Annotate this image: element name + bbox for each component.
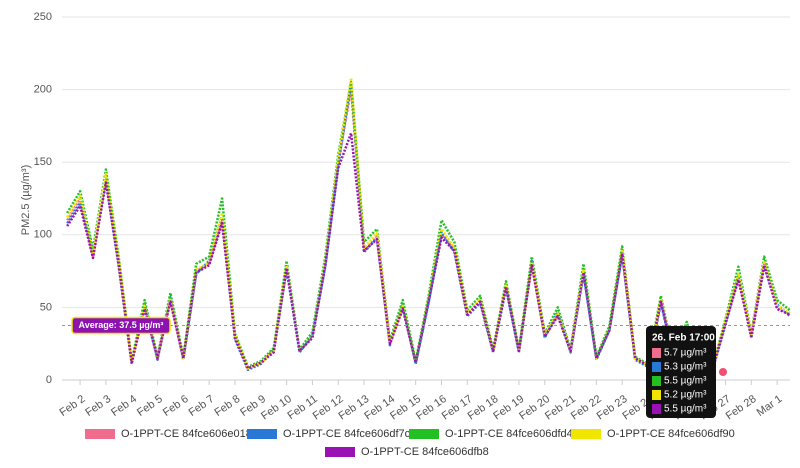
x-tick-label: Feb 6 xyxy=(161,393,191,419)
legend-swatch xyxy=(247,429,277,439)
tooltip-value: 5.5 µg/m³ xyxy=(664,376,707,387)
y-tick-label: 250 xyxy=(34,11,52,23)
tooltip: 26. Feb 17:00 5.7 µg/m³ 5.3 µg/m³ 5.5 µg/m³… xyxy=(646,326,727,418)
average-label: Average: 37.5 µg/m³ xyxy=(79,320,164,330)
tooltip-swatch xyxy=(652,376,661,386)
y-tick-label: 200 xyxy=(34,84,52,96)
tooltip-dot xyxy=(719,368,727,376)
y-tick-label: 100 xyxy=(34,229,52,241)
legend-label: O-1PPT-CE 84fce606df90 xyxy=(607,428,735,440)
tooltip-swatch xyxy=(652,362,661,372)
tooltip-box xyxy=(646,326,716,418)
tooltip-value: 5.7 µg/m³ xyxy=(664,348,707,359)
tooltip-value: 5.2 µg/m³ xyxy=(664,390,707,401)
x-tick-label: Mar 1 xyxy=(755,393,785,419)
legend-swatch xyxy=(571,429,601,439)
y-tick-label: 50 xyxy=(40,301,52,313)
legend-label: O-1PPT-CE 84fce606e018 xyxy=(121,428,252,440)
tooltip-swatch xyxy=(652,404,661,414)
tooltip-swatch xyxy=(652,390,661,400)
legend-label: O-1PPT-CE 84fce606df7c xyxy=(283,428,411,440)
legend-swatch xyxy=(325,447,355,457)
legend-swatch xyxy=(85,429,115,439)
x-tick-label: Feb 7 xyxy=(187,393,217,419)
x-tick-label: Feb 3 xyxy=(83,393,113,419)
x-tick-label: Feb 2 xyxy=(58,393,88,419)
y-tick-label: 0 xyxy=(46,374,52,386)
x-tick-label: Feb 5 xyxy=(135,393,165,419)
legend-swatch xyxy=(409,429,439,439)
tooltip-swatch xyxy=(652,348,661,358)
legend-label: O-1PPT-CE 84fce606dfd4 xyxy=(445,428,573,440)
tooltip-title: 26. Feb 17:00 xyxy=(652,333,715,344)
x-tick-label: Feb 8 xyxy=(212,393,242,419)
x-tick-label: Feb 4 xyxy=(109,393,139,419)
y-axis-label: PM2.5 (µg/m³) xyxy=(20,165,32,236)
average-badge xyxy=(71,316,171,335)
tooltip-value: 5.5 µg/m³ xyxy=(664,404,707,415)
tooltip-value: 5.3 µg/m³ xyxy=(664,362,707,373)
legend-label: O-1PPT-CE 84fce606dfb8 xyxy=(361,446,489,458)
y-tick-label: 150 xyxy=(34,156,52,168)
